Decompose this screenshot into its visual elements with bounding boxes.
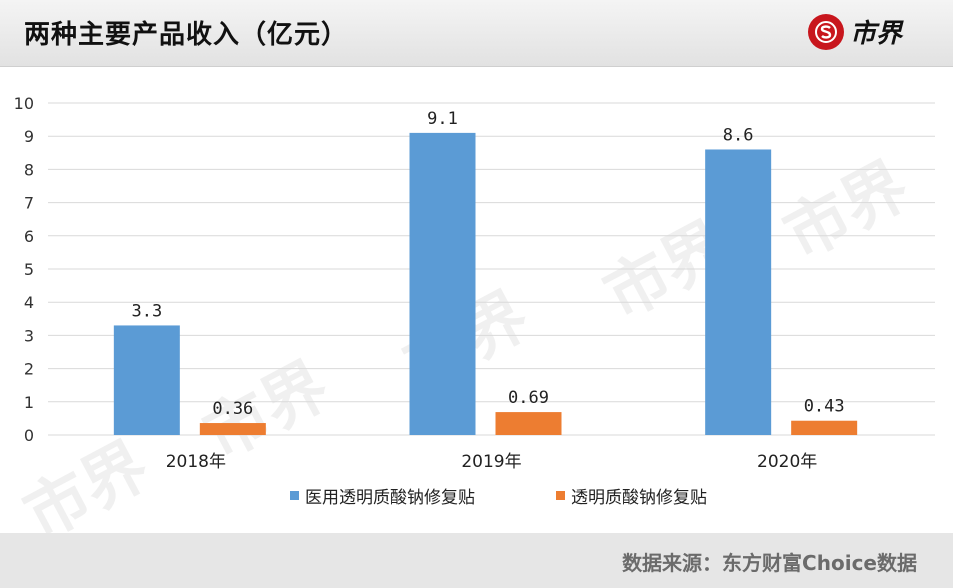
legend-item-series2: 透明质酸钠修复贴: [556, 483, 707, 508]
x-tick-label: 2018年: [166, 452, 226, 472]
legend-swatch-series2: [556, 491, 565, 500]
bar-1: [705, 149, 772, 435]
footer-bar: 数据来源：东方财富Choice数据: [0, 533, 953, 588]
y-tick-label: 3: [24, 326, 34, 345]
legend-label-series1: 医用透明质酸钠修复贴: [305, 488, 475, 508]
x-tick-label: 2020年: [757, 452, 817, 472]
data-label: 9.1: [427, 109, 458, 129]
y-tick-label: 8: [24, 160, 34, 179]
page-title: 两种主要产品收入（亿元）: [24, 20, 349, 50]
data-label: 0.43: [804, 397, 845, 417]
y-tick-label: 5: [24, 260, 34, 279]
data-label: 3.3: [131, 301, 162, 321]
logo-text: 市界: [850, 19, 903, 49]
y-tick-label: 9: [24, 127, 34, 146]
logo-mark-icon: [808, 13, 844, 50]
y-tick-label: 1: [24, 393, 34, 412]
data-label: 8.6: [723, 125, 754, 145]
bar-2: [199, 423, 266, 435]
x-tick-label: 2019年: [461, 452, 521, 472]
bar-chart: 0 1 2 3 4 5 6 7 8 9 10 3.3 0.36 2018年 9.1 0.69 2019年 8.6 0…: [14, 94, 935, 472]
bar-1: [409, 132, 476, 435]
y-tick-label: 7: [24, 194, 34, 213]
legend-label-series2: 透明质酸钠修复贴: [571, 488, 707, 508]
bar-2: [495, 412, 562, 435]
header-bar: 两种主要产品收入（亿元） 市界: [0, 0, 953, 67]
y-tick-label: 0: [24, 426, 34, 445]
source-note: 数据来源：东方财富Choice数据: [622, 551, 917, 575]
y-tick-label: 10: [14, 94, 34, 113]
brand-logo: 市界: [808, 13, 902, 50]
y-tick-label: 2: [24, 360, 34, 379]
chart-legend: 医用透明质酸钠修复贴 透明质酸钠修复贴: [0, 483, 953, 508]
bar-2: [791, 420, 858, 435]
data-label: 0.69: [508, 388, 549, 408]
y-tick-label: 6: [24, 227, 34, 246]
legend-swatch-series1: [290, 491, 299, 500]
y-tick-label: 4: [24, 293, 34, 312]
legend-item-series1: 医用透明质酸钠修复贴: [290, 483, 475, 508]
bar-1: [113, 325, 180, 435]
data-label: 0.36: [212, 399, 253, 419]
